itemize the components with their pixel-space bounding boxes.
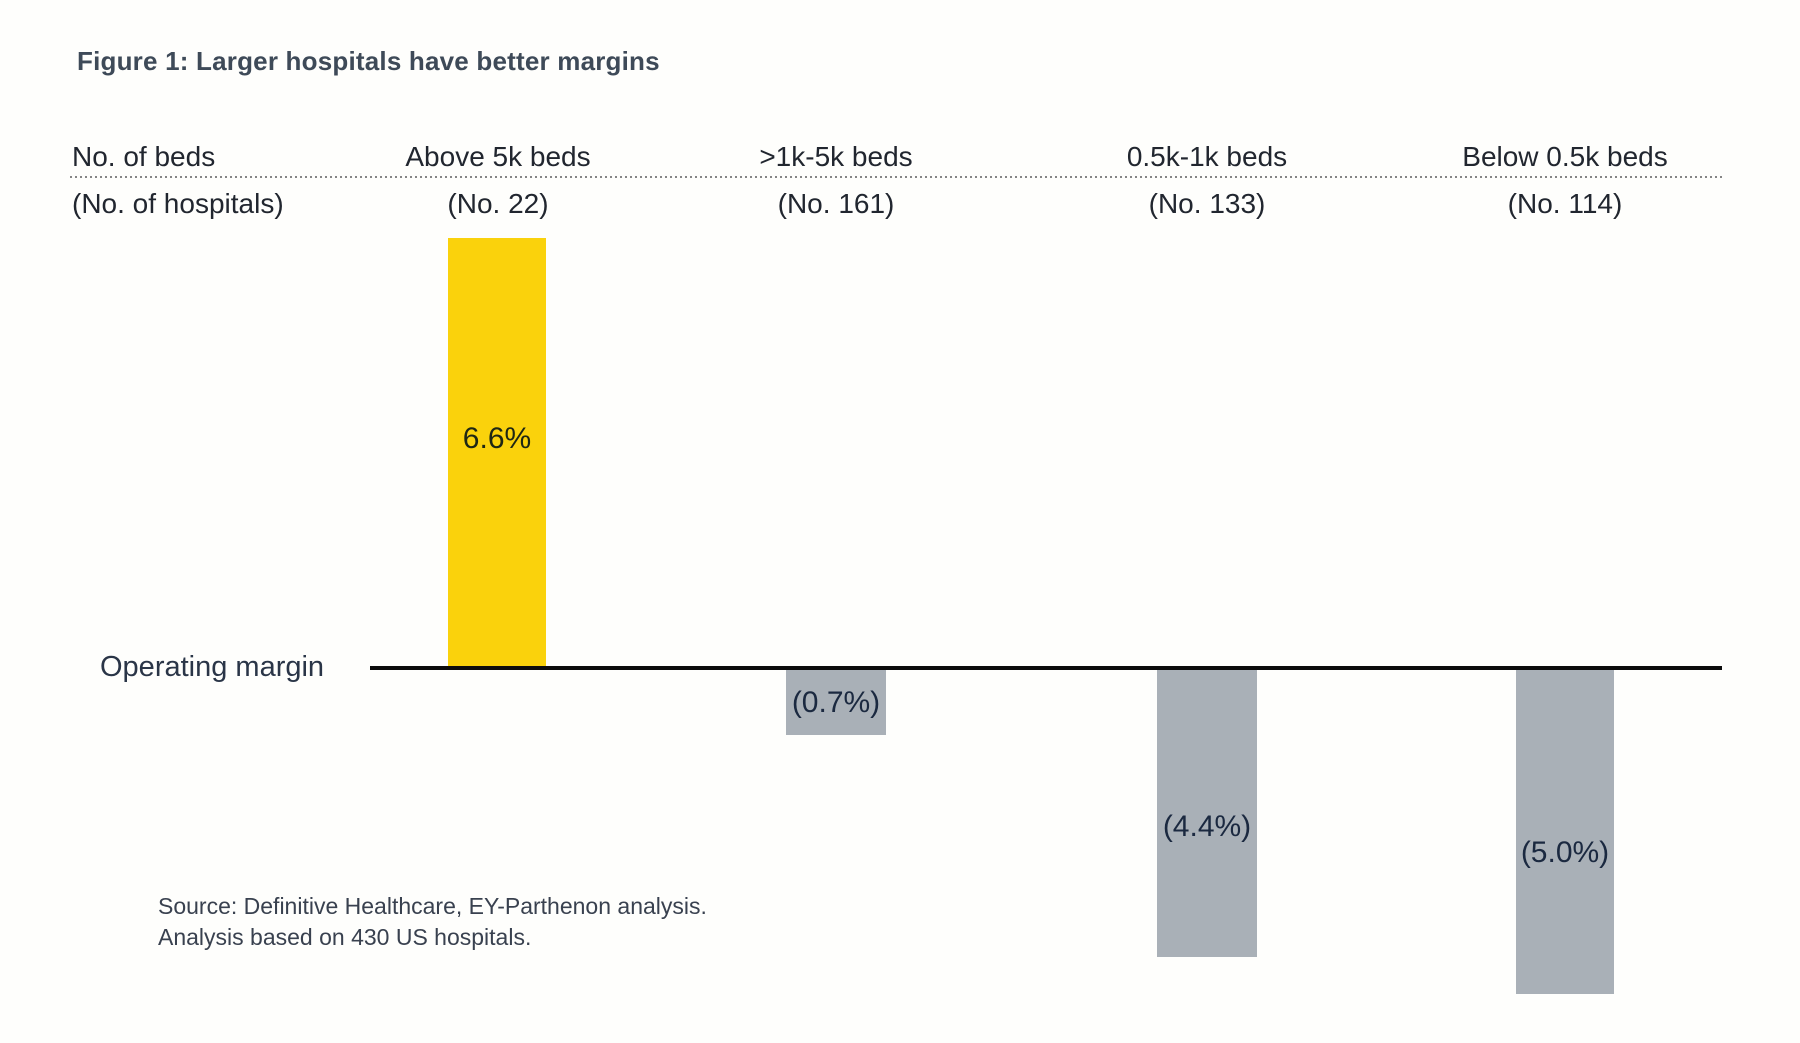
hospital-count-above-5k: (No. 22) <box>447 188 549 219</box>
bar-above-5k-beds: 6.6% <box>448 238 546 666</box>
hospital-count-below-05k: (No. 114) <box>1507 188 1623 219</box>
bar-value-label: (4.4%) <box>1162 810 1252 843</box>
hospital-count-05k-1k: (No. 133) <box>1148 188 1266 219</box>
axis-label-operating-margin: Operating margin <box>100 651 325 683</box>
source-line-2: Analysis based on 430 US hospitals. <box>158 924 532 950</box>
column-header-05k-1k: 0.5k-1k beds <box>1126 141 1288 172</box>
bar-value-label: 6.6% <box>462 422 532 455</box>
hospital-count-1k-5k: (No. 161) <box>777 188 895 219</box>
bar-05k-1k-beds: (4.4%) <box>1157 670 1257 957</box>
bar-value-label: (5.0%) <box>1520 836 1610 869</box>
bar-1k-5k-beds: (0.7%) <box>786 670 886 735</box>
zero-baseline-axis-line <box>370 666 1722 670</box>
subheader-no-of-hospitals: (No. of hospitals) <box>72 188 284 219</box>
source-line-1: Source: Definitive Healthcare, EY-Parthe… <box>158 893 707 919</box>
figure-title: Figure 1: Larger hospitals have better m… <box>77 46 660 76</box>
column-header-below-05k: Below 0.5k beds <box>1462 141 1668 172</box>
header-divider-dotted-line <box>70 176 1723 178</box>
source-note: Source: Definitive Healthcare, EY-Parthe… <box>158 891 707 953</box>
column-header-no-of-beds: No. of beds <box>72 141 216 172</box>
bar-below-05k-beds: (5.0%) <box>1516 670 1614 994</box>
column-header-above-5k: Above 5k beds <box>405 141 591 172</box>
bar-value-label: (0.7%) <box>791 686 881 719</box>
column-header-1k-5k: >1k-5k beds <box>759 141 913 172</box>
